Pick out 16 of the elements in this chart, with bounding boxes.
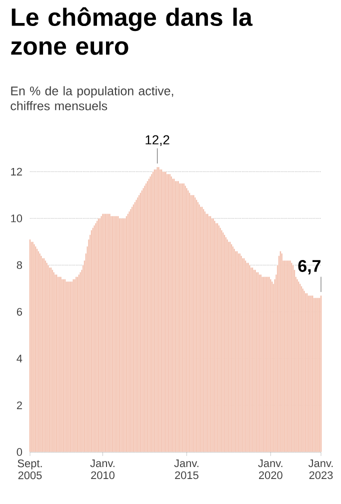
y-tick-label: 2 <box>16 401 22 410</box>
y-tick-label: 10 <box>10 214 22 222</box>
x-tick-label: Janv. 2020 <box>258 460 282 480</box>
x-tick-label: Sept. 2005 <box>18 460 42 480</box>
y-tick-label: 12 <box>10 168 22 176</box>
annotation: 6,7 <box>298 260 320 274</box>
x-tick-label: Janv. 2023 <box>308 460 333 480</box>
annotation: 12,2 <box>146 135 170 146</box>
x-tick-label: Janv. 2015 <box>174 460 198 480</box>
y-tick-label: 6 <box>16 308 22 316</box>
y-tick-label: 8 <box>16 261 22 269</box>
chart-subtitle: En % de la population active, chiffres mensuels <box>10 86 173 110</box>
chart-title: Le chômage dans la zone euro <box>11 7 252 55</box>
x-tick-label: Janv. 2010 <box>90 460 114 480</box>
y-tick-label: 0 <box>16 448 22 456</box>
y-tick-label: 4 <box>16 354 22 362</box>
